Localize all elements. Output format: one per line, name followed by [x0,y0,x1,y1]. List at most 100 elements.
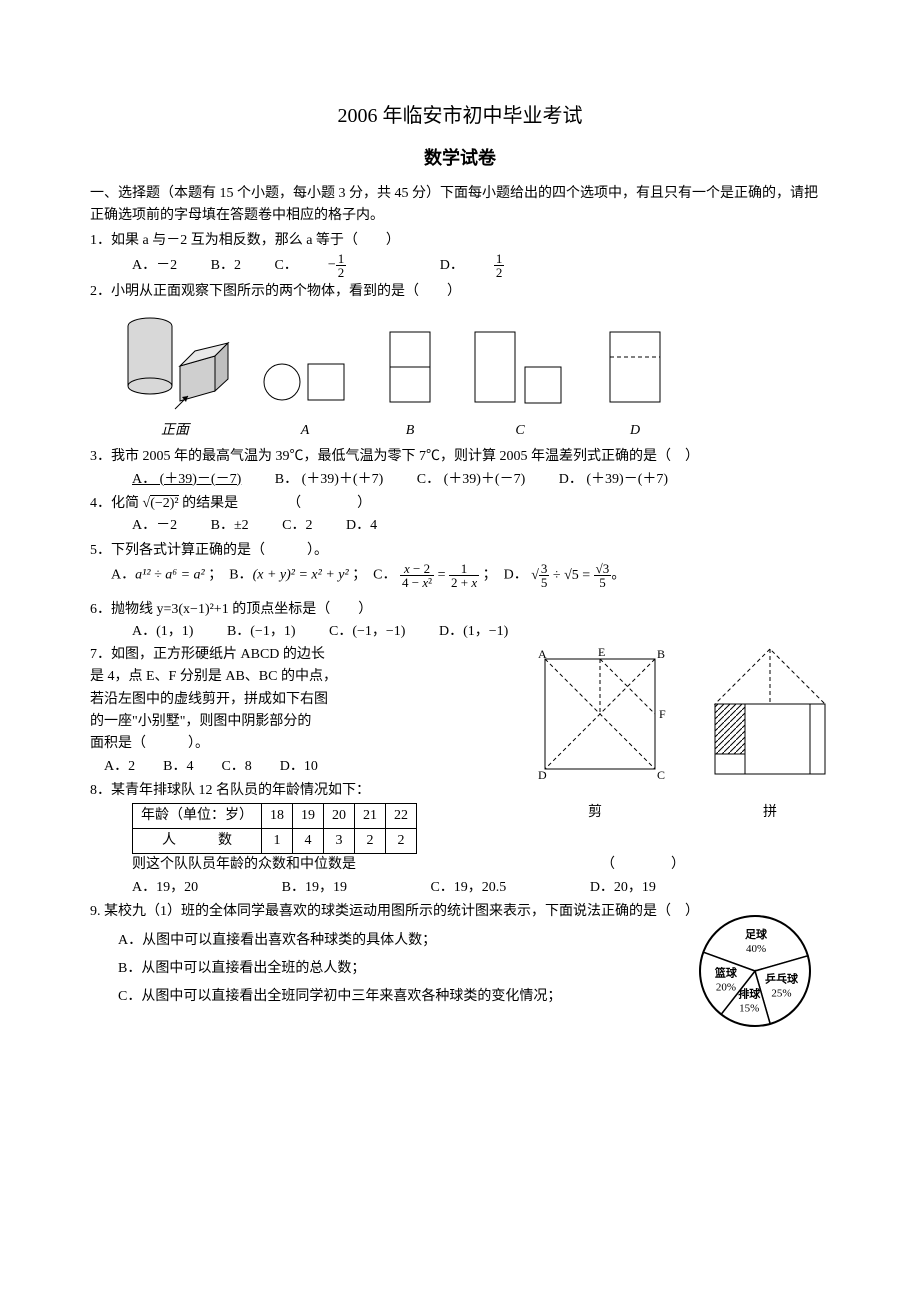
q5-a-pre: A． [111,568,135,583]
question-4-options: A．－2 B．±2 C．2 D．4 [132,515,830,537]
q3-opt-a: A． (＋39)－(－7) [132,469,241,491]
question-9: 9. 某校九（1）班的全体同学最喜欢的球类运动用图所示的统计图来表示，下面说法正… [90,901,830,1009]
q2-option-c: C [470,327,570,442]
q2-label-c: C [470,420,570,442]
q7-vC: C [657,768,665,782]
q5-b-body: (x + y)² = x² + y² [253,568,349,583]
q5-d-body: √35 ÷ √5 = √35 [531,568,611,583]
q8-c1: 18 [262,803,293,828]
q2-objects-svg [120,311,230,411]
q8-row-count: 人 数 1 4 3 2 2 [133,829,417,854]
q7-vD: D [538,768,547,782]
question-5: 5．下列各式计算正确的是（ ）。 [90,540,830,562]
q8-h1: 年龄（单位：岁） [133,803,262,828]
q8-c2: 19 [293,803,324,828]
q7-join-label: 拼 [700,802,840,824]
question-3: 3．我市 2005 年的最高气温为 39℃，最低气温为零下 7℃，则计算 200… [90,446,830,468]
q4-opt-c: C．2 [282,515,312,537]
q6-opt-c: C．(−1，−1) [329,621,405,643]
q8-d4: 2 [355,829,386,854]
q8-opt-d: D．20，19 [590,877,656,899]
q7-cut-label: 剪 [520,802,670,824]
q8-c4: 21 [355,803,386,828]
q6-opt-d: D．(1，−1) [439,621,508,643]
q1-opt-b: B．2 [211,255,241,277]
question-2-figures: 正面 A B C D [120,311,830,442]
q4-opt-a: A．－2 [132,515,177,537]
q5-c-lhs: x − 24 − x² [400,562,434,589]
q8-h2: 人 数 [133,829,262,854]
question-6-options: A．(1，1) B．(−1，1) C．(−1，−1) D．(1，−1) [132,621,830,643]
q2-label-a: A [260,420,350,442]
q6-opt-b: B．(−1，1) [227,621,296,643]
q8-tail: 则这个队队员年龄的众数和中位数是 （ ） [132,854,830,876]
q1-opt-d: D． 12 [440,252,565,279]
q1-opt-c: C．−12 [274,252,406,279]
question-1-options: A．－2 B．2 C．−12 D．12 [132,252,830,279]
question-8-options: A．19，20 B．19，19 C．19，20.5 D．20，19 [132,877,830,899]
q1-d-prefix: D． [440,255,464,277]
q4-post: 的结果是 （ ） [182,496,371,511]
question-6: 6．抛物线 y=3(x−1)²+1 的顶点坐标是（ ） [90,599,830,621]
question-3-options: A． (＋39)－(－7) B． (＋39)＋(＋7) C． (＋39)＋(－7… [132,469,830,491]
q1-c-den: 2 [336,266,347,279]
page-title: 2006 年临安市初中毕业考试 [90,100,830,132]
q5-c-rhs: 12 + x [449,562,479,589]
section-1-heading: 一、选择题（本题有 15 个小题，每小题 3 分，共 45 分）下面每小题给出的… [90,183,830,228]
q5-b-pre: ； B． [208,568,252,583]
q1-opt-a: A．－2 [132,255,177,277]
q2-label-b: B [380,420,440,442]
q8-opt-b: B．19，19 [282,877,347,899]
q2-option-d: D [600,327,670,442]
q9-pie-chart: 足球40%乒乓球25%排球15%篮球20% [680,901,830,1049]
svg-text:25%: 25% [771,988,791,1000]
q8-row-age: 年龄（单位：岁） 18 19 20 21 22 [133,803,417,828]
q4-opt-b: B．±2 [211,515,249,537]
q7-vE: E [598,645,605,659]
q1-c-prefix: C． [274,255,297,277]
q7-house-figure: 拼 [700,644,840,825]
q2-option-a: A [260,347,350,442]
q8-d5: 2 [386,829,417,854]
q7-square-figure: A E B F C D 剪 [520,644,670,825]
q8-d1: 1 [262,829,293,854]
q3-opt-b: B． (＋39)＋(＋7) [275,469,384,491]
q7-vB: B [657,647,665,661]
q1-d-num: 1 [494,252,505,266]
svg-text:足球: 足球 [745,927,768,941]
q5-d-pre: ； D． [483,568,528,583]
q6-opt-a: A．(1，1) [132,621,193,643]
q8-d3: 3 [324,829,355,854]
q2-option-b: B [380,327,440,442]
question-4: 4．化简 √(−2)² 的结果是 （ ） [90,493,830,515]
q1-d-den: 2 [494,266,505,279]
svg-text:40%: 40% [746,943,766,955]
question-7: 7．如图，正方形硬纸片 ABCD 的边长 是 4，点 E、F 分别是 AB、BC… [90,644,830,778]
q7-vF: F [659,707,666,721]
svg-text:20%: 20% [716,982,736,994]
page-subtitle: 数学试卷 [90,144,830,173]
q5-c-pre: ； C． [352,568,396,583]
q8-c3: 20 [324,803,355,828]
q8-c5: 22 [386,803,417,828]
q8-opt-a: A．19，20 [132,877,198,899]
q2-label-d: D [600,420,670,442]
q2-front-label: 正面 [120,420,230,442]
q7-vA: A [538,647,547,661]
svg-text:15%: 15% [739,1003,759,1015]
q3-opt-d: D． (＋39)－(＋7) [559,469,668,491]
q7-figures: A E B F C D 剪 拼 [520,644,840,825]
q5-a-body: a¹² ÷ a⁶ = a² [135,568,205,583]
q2-object-view: 正面 [120,311,230,442]
q4-pre: 4．化简 [90,496,139,511]
q8-d2: 4 [293,829,324,854]
q4-expression: √(−2)² [143,495,179,511]
q8-opt-c: C．19，20.5 [430,877,506,899]
q3-opt-c: C． (＋39)＋(－7) [417,469,526,491]
q4-opt-d: D．4 [346,515,377,537]
q1-c-num: 1 [336,252,347,266]
question-2: 2．小明从正面观察下图所示的两个物体，看到的是（ ） [90,281,830,303]
svg-text:乒乓球: 乒乓球 [765,972,799,986]
svg-text:篮球: 篮球 [714,966,738,980]
question-1: 1．如果 a 与－2 互为相反数，那么 a 等于（ ） [90,230,830,252]
